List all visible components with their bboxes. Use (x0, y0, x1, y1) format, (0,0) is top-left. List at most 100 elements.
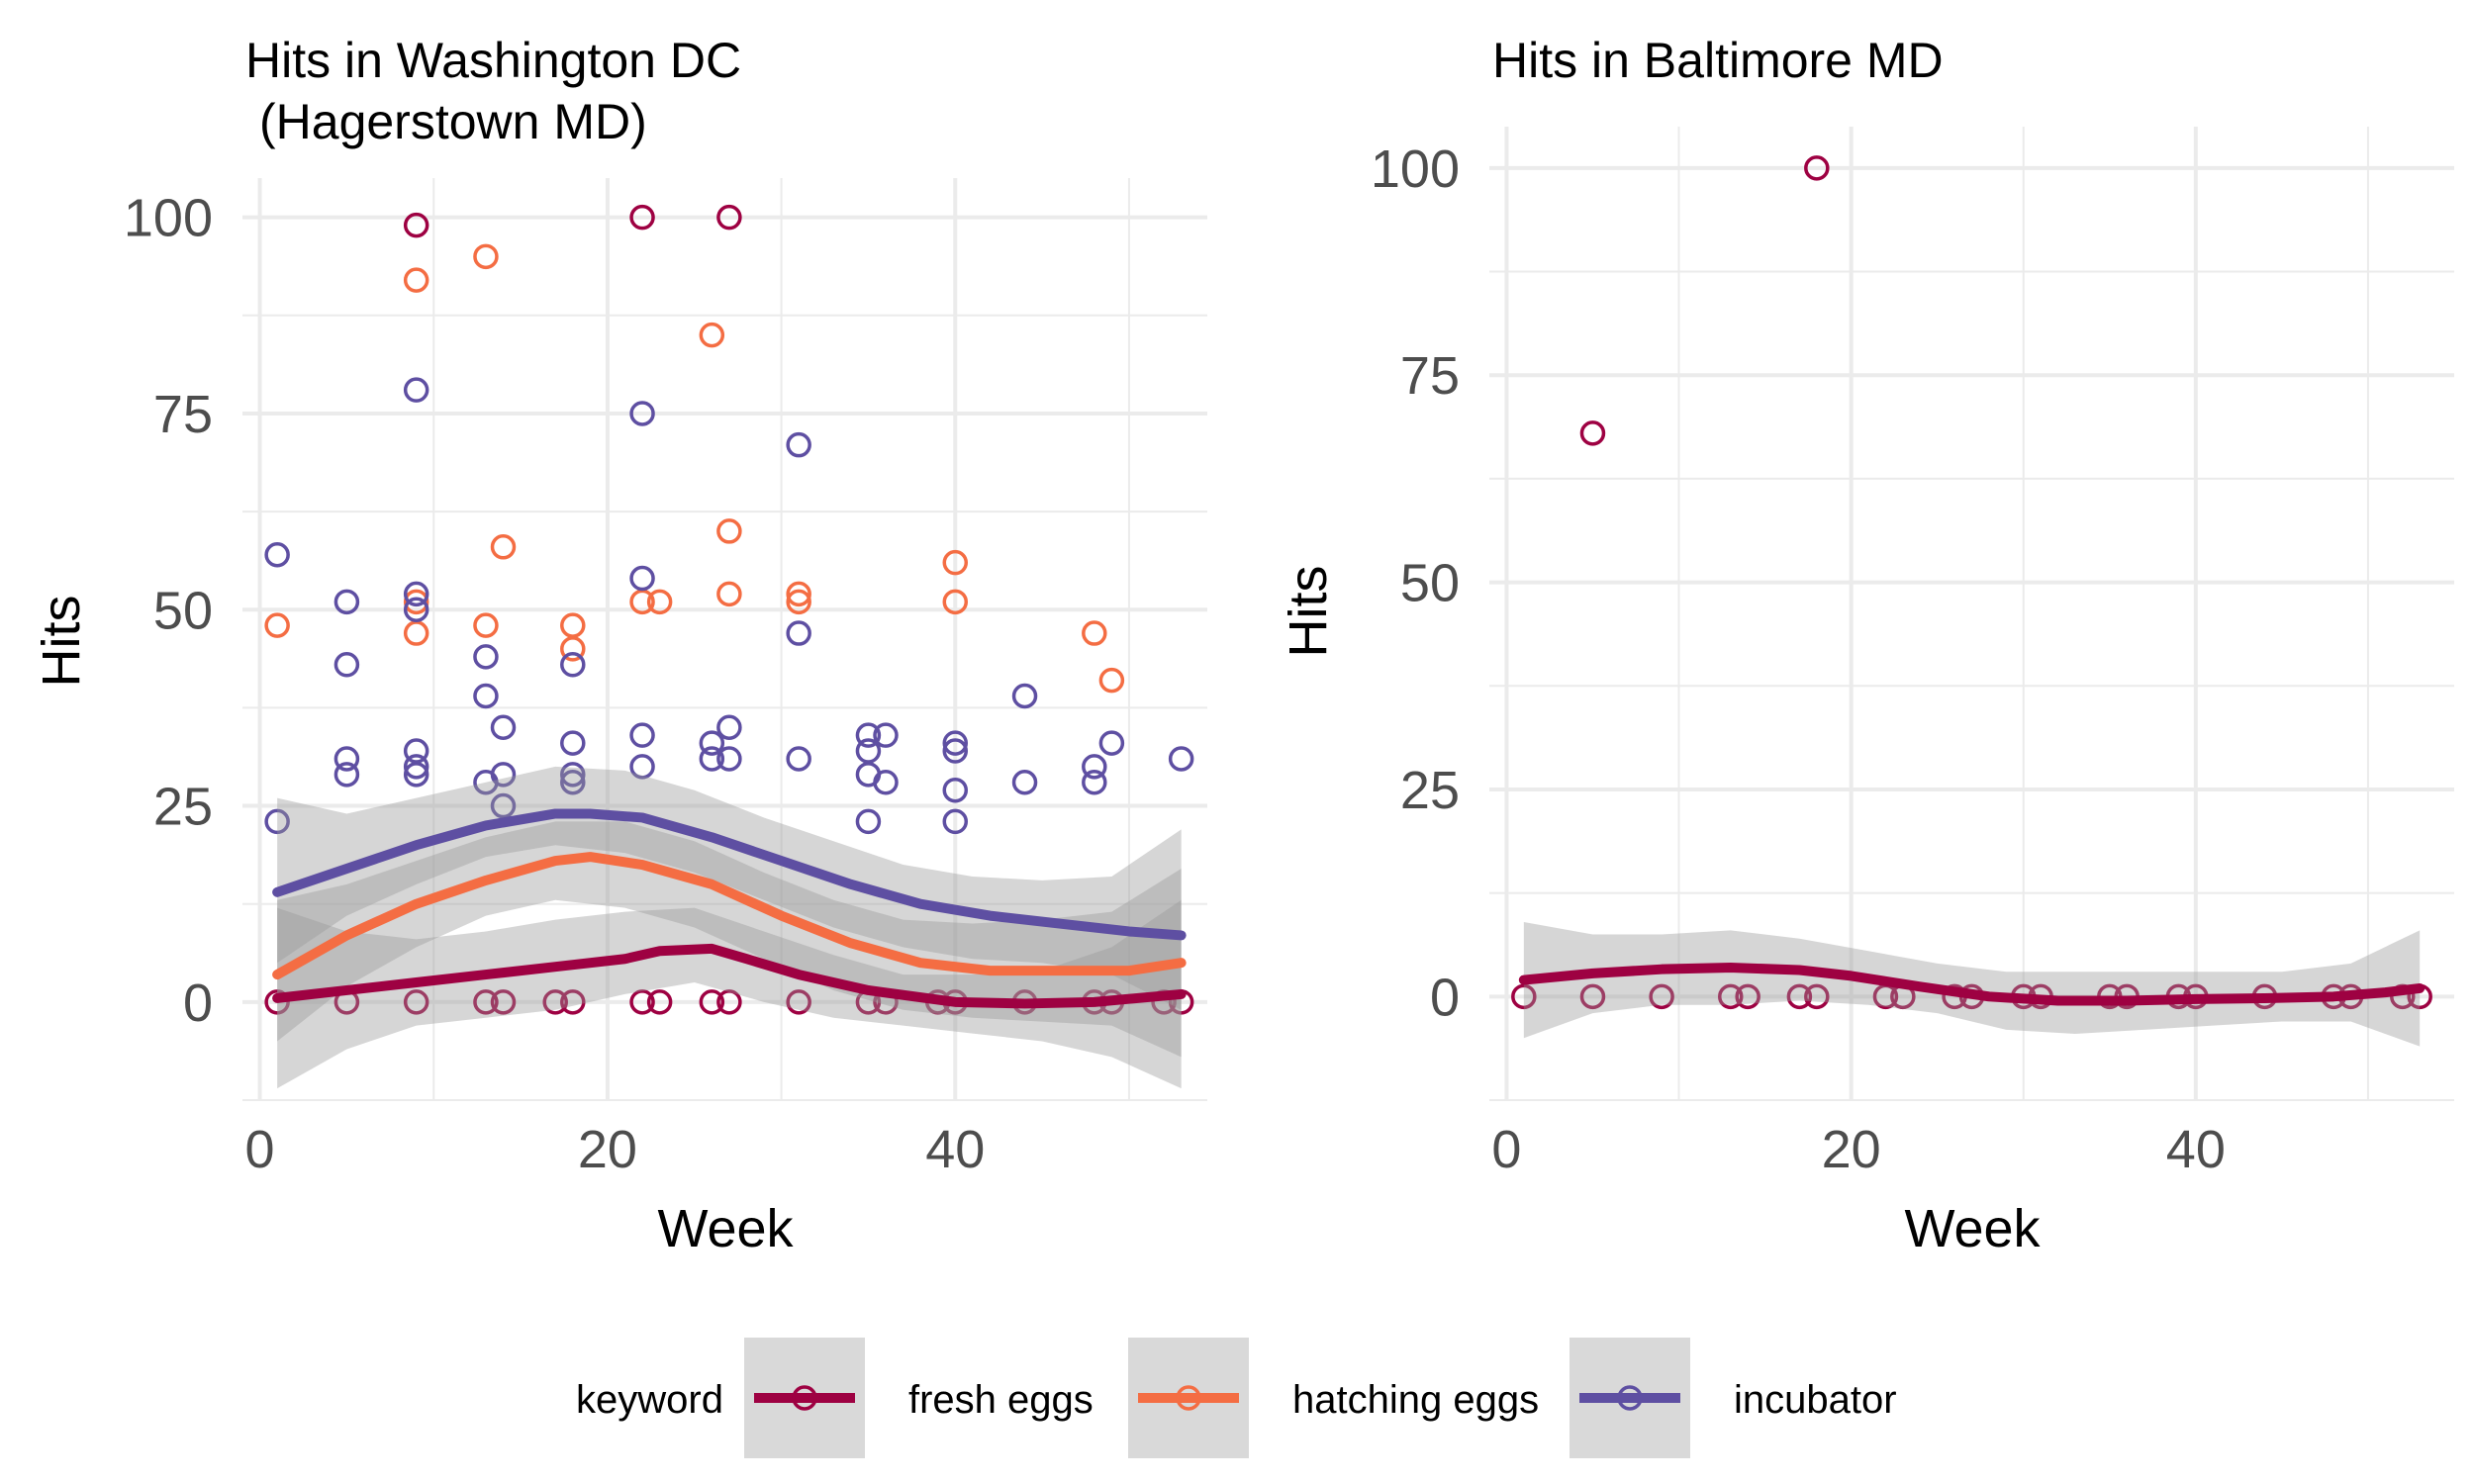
point-incubator (716, 714, 742, 740)
point-incubator (786, 620, 811, 646)
point-incubator (942, 777, 969, 803)
point-incubator (403, 754, 429, 780)
point-incubator (490, 792, 517, 819)
point-fresh-eggs (490, 989, 517, 1015)
point-incubator (699, 746, 725, 772)
panel-baltimore: 0 20 40 0 25 50 75 100 (1371, 127, 2454, 1179)
point-incubator (1082, 754, 1107, 780)
point-hatching-eggs (473, 612, 499, 638)
point-incubator (403, 738, 429, 764)
point-incubator (1098, 730, 1125, 756)
point-fresh-eggs (403, 212, 429, 238)
legend-marker-hatching-eggs (1176, 1385, 1201, 1411)
smooth-line-fresh-eggs (272, 943, 1187, 1009)
point-incubator (629, 565, 655, 592)
panel2-x-axis-title: Week (1904, 1199, 2041, 1258)
point-fresh-eggs (786, 989, 811, 1015)
y-tick-label: 100 (124, 189, 213, 248)
point-hatching-eggs (1082, 620, 1107, 646)
point-incubator (403, 377, 429, 403)
legend: keyword fresh eggs hatching eggs incubat… (576, 1338, 1897, 1458)
panel-washington: 0 20 40 0 25 50 75 100 (124, 178, 1207, 1179)
point-incubator (403, 597, 429, 623)
smooth-line-incubator (272, 808, 1187, 941)
y-tick-label: 0 (1430, 968, 1460, 1027)
point-incubator (333, 762, 360, 788)
point-incubator (786, 746, 811, 772)
point-fresh-eggs (403, 989, 429, 1015)
point-incubator (1082, 770, 1107, 795)
y-tick-label: 25 (153, 778, 213, 837)
x-tick-label: 40 (2166, 1120, 2226, 1179)
point-incubator (629, 722, 655, 748)
point-incubator (629, 754, 655, 780)
point-incubator (942, 738, 969, 764)
point-hatching-eggs (716, 518, 742, 544)
panel1-x-axis-title: Week (657, 1199, 794, 1258)
point-fresh-eggs (542, 989, 568, 1015)
y-tick-label: 75 (153, 385, 213, 444)
point-hatching-eggs (473, 243, 499, 270)
panel1-y-axis-title: Hits (32, 596, 91, 688)
x-tick-label: 40 (925, 1120, 985, 1179)
point-incubator (560, 652, 586, 678)
point-incubator (873, 722, 899, 748)
point-hatching-eggs (403, 267, 429, 293)
point-fresh-eggs (1804, 155, 1830, 181)
panel1-title: Hits in Washington DC (245, 33, 741, 88)
point-hatching-eggs (560, 636, 586, 662)
point-fresh-eggs (629, 204, 655, 231)
legend-label-fresh-eggs: fresh eggs (908, 1378, 1094, 1422)
point-fresh-eggs (716, 989, 742, 1015)
point-incubator (560, 730, 586, 756)
point-fresh-eggs (560, 989, 586, 1015)
point-fresh-eggs (1511, 983, 1537, 1010)
point-incubator (473, 683, 499, 709)
point-fresh-eggs (1735, 983, 1760, 1010)
point-incubator (873, 770, 899, 795)
point-incubator (855, 722, 882, 748)
point-hatching-eggs (490, 534, 517, 560)
point-hatching-eggs (403, 589, 429, 615)
confidence-band-fresh-eggs (1523, 921, 2421, 1047)
point-fresh-eggs (264, 989, 290, 1015)
legend-label-hatching-eggs: hatching eggs (1292, 1378, 1539, 1422)
confidence-band-fresh-eggs (277, 899, 1182, 1089)
legend-label-incubator: incubator (1734, 1378, 1897, 1422)
point-incubator (1011, 770, 1038, 795)
y-tick-label: 50 (1400, 554, 1460, 613)
point-fresh-eggs (473, 989, 499, 1015)
point-hatching-eggs (786, 581, 811, 607)
point-incubator (264, 541, 290, 568)
point-hatching-eggs (629, 589, 655, 615)
y-tick-label: 100 (1371, 139, 1460, 199)
point-fresh-eggs (629, 989, 655, 1015)
point-incubator (333, 652, 360, 678)
point-incubator (473, 644, 499, 670)
point-hatching-eggs (942, 549, 969, 576)
legend-marker-fresh-eggs (792, 1385, 817, 1411)
point-hatching-eggs (699, 322, 725, 348)
point-incubator (333, 589, 360, 615)
point-incubator (490, 762, 517, 788)
panel2-y-axis-title: Hits (1279, 566, 1338, 658)
x-tick-label: 20 (578, 1120, 637, 1179)
point-fresh-eggs (716, 204, 742, 231)
point-incubator (942, 808, 969, 835)
point-fresh-eggs (1786, 983, 1813, 1010)
y-tick-label: 50 (153, 581, 213, 640)
x-tick-label: 20 (1822, 1120, 1881, 1179)
point-incubator (716, 746, 742, 772)
point-hatching-eggs (786, 589, 811, 615)
point-incubator (1011, 683, 1038, 709)
point-hatching-eggs (403, 620, 429, 646)
y-tick-label: 75 (1400, 346, 1460, 406)
point-incubator (855, 738, 882, 764)
panel2-title: Hits in Baltimore MD (1492, 33, 1944, 88)
point-fresh-eggs (1579, 983, 1606, 1010)
point-incubator (560, 762, 586, 788)
point-fresh-eggs (1649, 983, 1674, 1010)
point-incubator (786, 431, 811, 458)
